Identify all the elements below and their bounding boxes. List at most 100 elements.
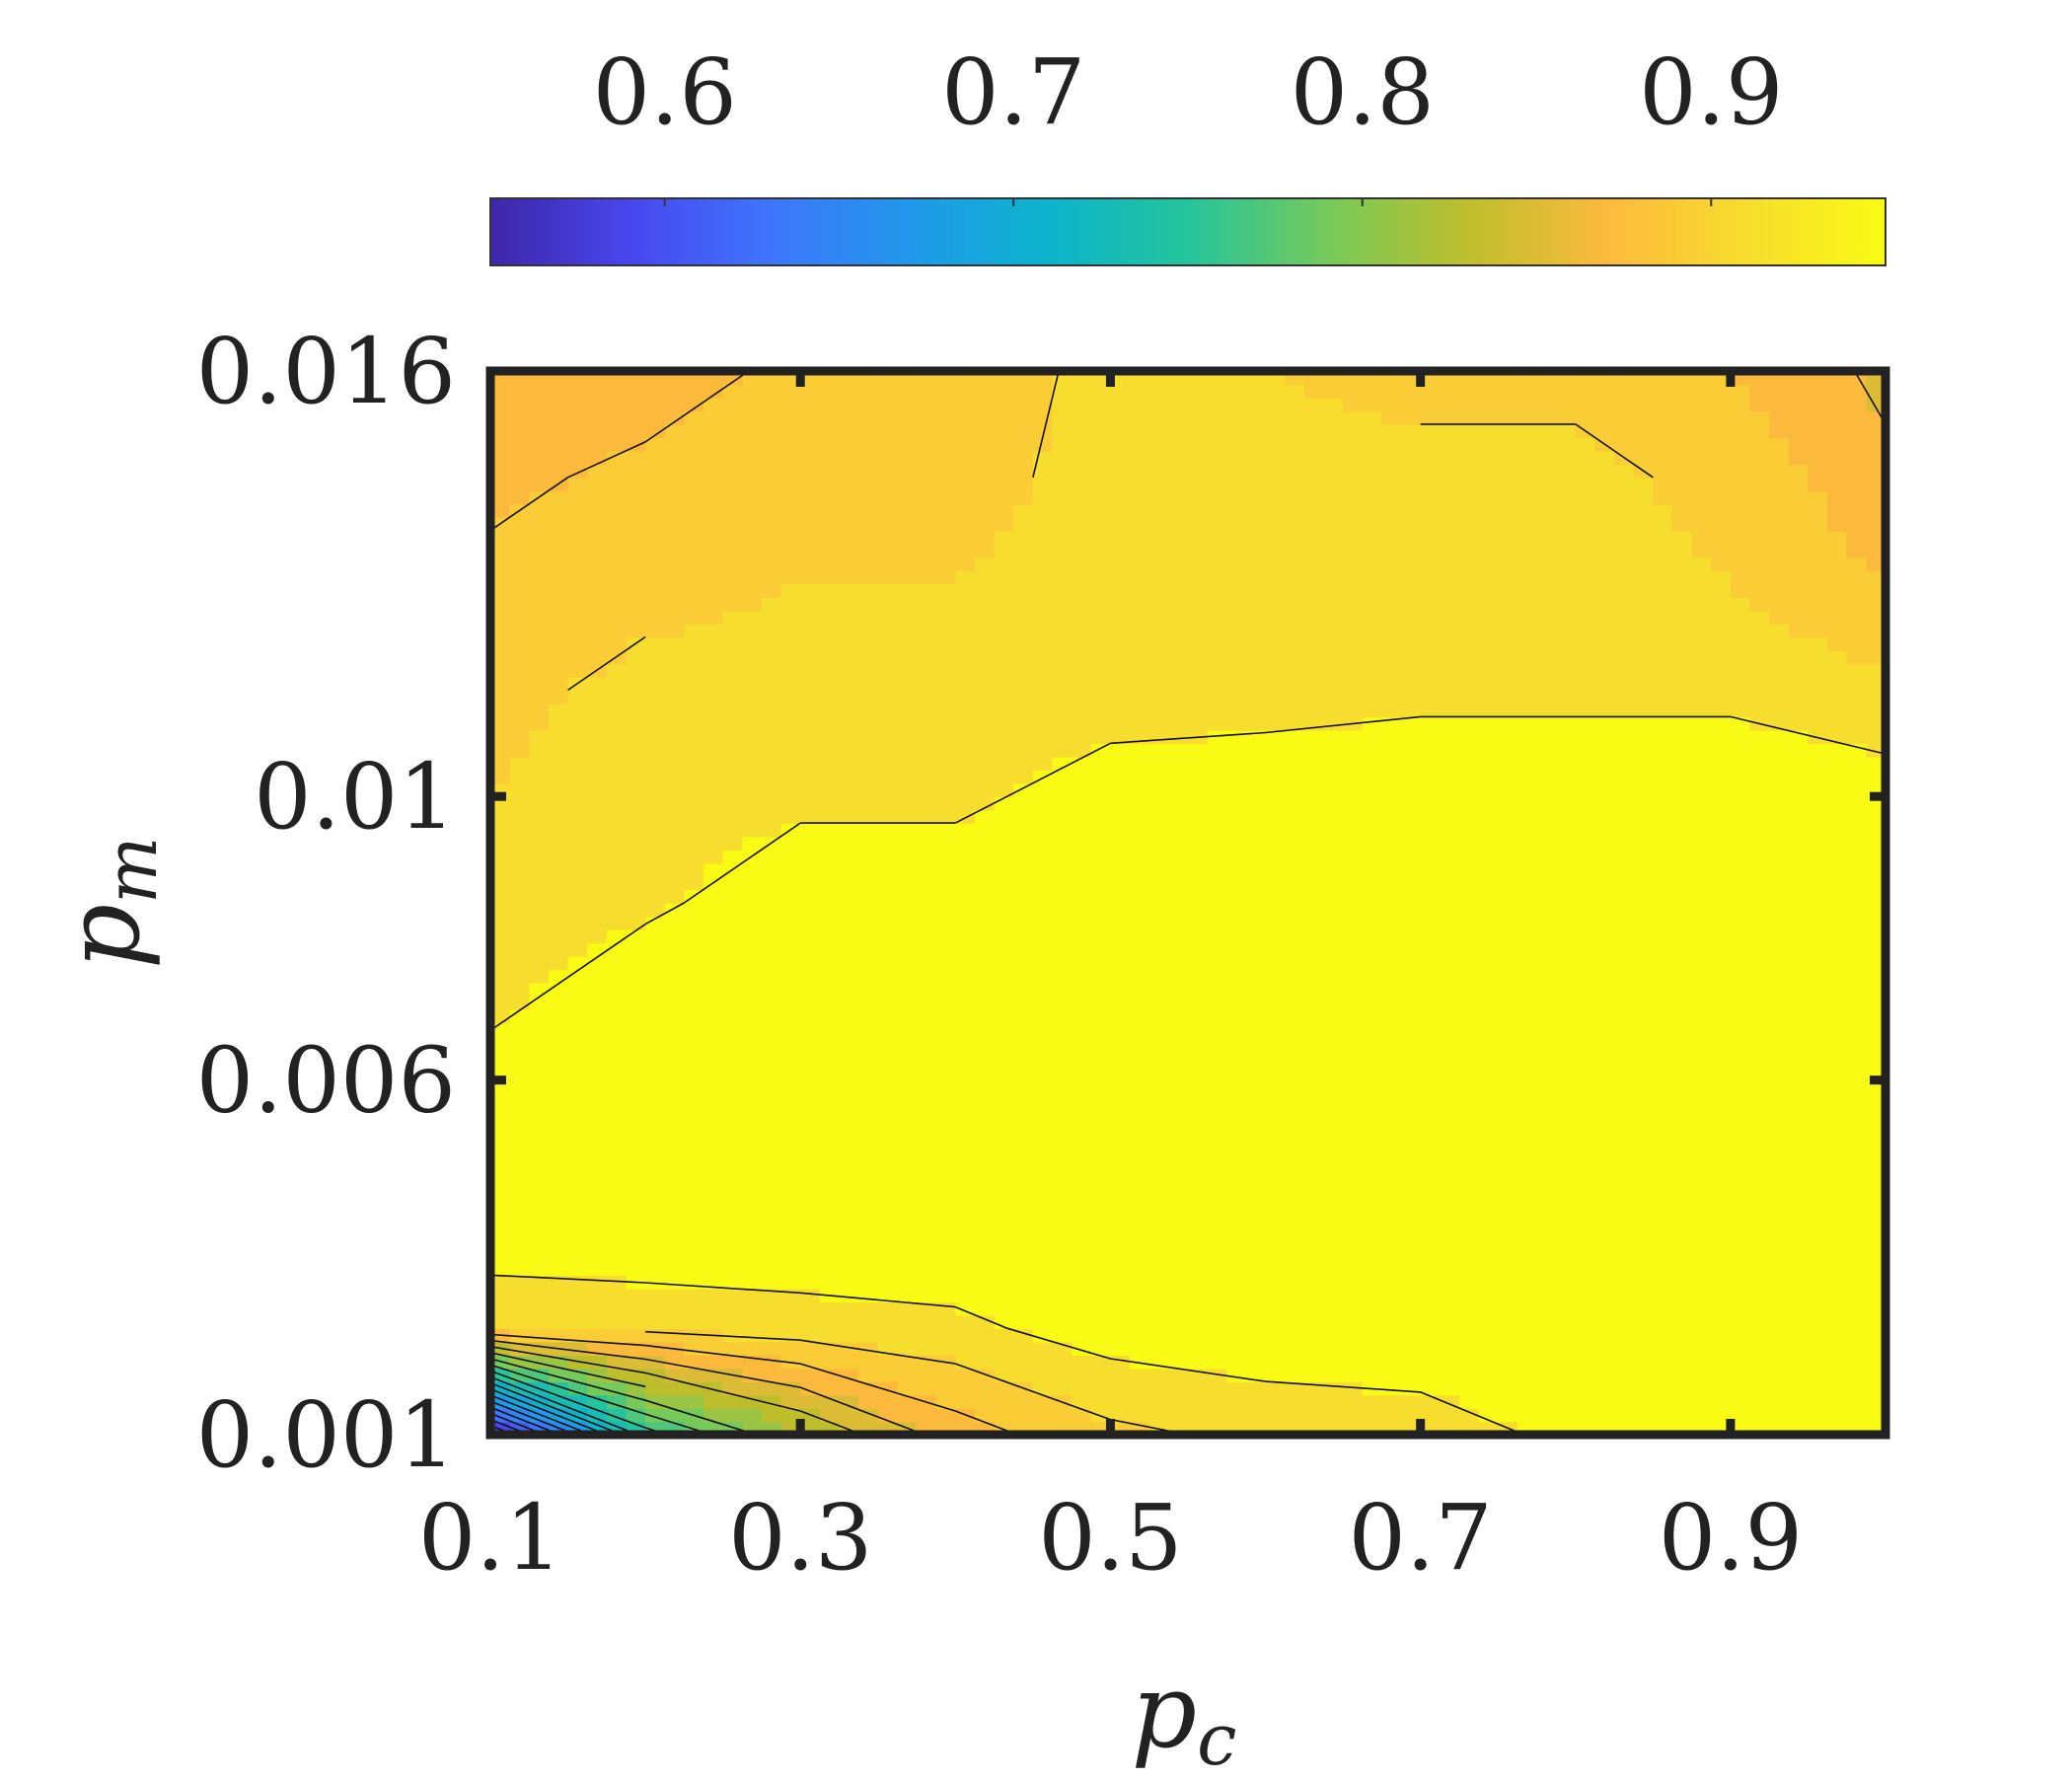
contour-cell — [762, 1209, 781, 1223]
contour-cell — [1363, 1301, 1382, 1315]
contour-cell — [1479, 1355, 1499, 1369]
contour-cell — [1323, 650, 1343, 664]
contour-cell — [587, 810, 607, 824]
contour-cell — [1188, 796, 1208, 810]
contour-cell — [820, 1089, 840, 1103]
contour-cell — [955, 384, 975, 398]
contour-cell — [568, 1089, 588, 1103]
contour-cell — [1576, 1155, 1595, 1169]
contour-cell — [878, 942, 898, 956]
contour-cell — [1110, 903, 1130, 917]
contour-cell — [1634, 1355, 1654, 1369]
contour-cell — [1498, 903, 1517, 917]
contour-cell — [1537, 810, 1557, 824]
contour-cell — [1091, 770, 1111, 783]
contour-cell — [1188, 850, 1208, 863]
contour-cell — [587, 1275, 607, 1289]
contour-cell — [1401, 929, 1421, 943]
contour-cell — [723, 929, 743, 943]
contour-cell — [1614, 1209, 1634, 1223]
contour-cell — [529, 517, 549, 531]
contour-cell — [665, 1143, 685, 1156]
contour-cell — [820, 1209, 840, 1223]
contour-cell — [1692, 1342, 1712, 1356]
contour-cell — [1168, 584, 1188, 598]
contour-cell — [1246, 1143, 1266, 1156]
contour-cell — [587, 983, 607, 997]
contour-cell — [1594, 1248, 1614, 1262]
contour-cell — [1479, 837, 1499, 851]
contour-cell — [742, 1075, 762, 1089]
contour-cell — [917, 1408, 936, 1422]
contour-cell — [1614, 531, 1634, 545]
contour-cell — [840, 942, 859, 956]
contour-cell — [1381, 1248, 1401, 1262]
contour-cell — [1556, 1063, 1576, 1076]
contour-cell — [1285, 863, 1304, 877]
contour-cell — [1053, 398, 1073, 411]
contour-cell — [1672, 1262, 1692, 1276]
contour-cell — [1343, 1355, 1363, 1369]
contour-cell — [1363, 663, 1382, 677]
contour-cell — [1053, 504, 1073, 518]
contour-cell — [1033, 757, 1053, 771]
contour-cell — [1498, 1009, 1517, 1023]
contour-cell — [1072, 1195, 1091, 1209]
contour-cell — [1304, 1369, 1324, 1382]
contour-cell — [1381, 424, 1401, 438]
contour-cell — [587, 716, 607, 730]
contour-cell — [723, 1063, 743, 1076]
contour-cell — [1401, 1248, 1421, 1262]
contour-cell — [975, 757, 995, 771]
contour-cell — [1285, 637, 1304, 651]
contour-cell — [917, 1222, 936, 1235]
contour-cell — [607, 1209, 627, 1223]
contour-cell — [645, 1036, 665, 1050]
contour-cell — [840, 1075, 859, 1089]
contour-cell — [1381, 597, 1401, 611]
contour-cell — [840, 584, 859, 598]
contour-cell — [1149, 929, 1169, 943]
contour-cell — [665, 1116, 685, 1130]
contour-cell — [1226, 690, 1246, 704]
contour-cell — [587, 451, 607, 465]
contour-cell — [762, 996, 781, 1009]
contour-cell — [742, 1275, 762, 1289]
contour-cell — [1381, 531, 1401, 545]
contour-cell — [549, 770, 568, 783]
contour-cell — [840, 398, 859, 411]
contour-cell — [1479, 490, 1499, 504]
contour-cell — [1594, 1381, 1614, 1395]
contour-cell — [684, 1182, 703, 1196]
contour-cell — [1421, 810, 1441, 824]
contour-cell — [1381, 996, 1401, 1009]
contour-cell — [840, 437, 859, 451]
contour-cell — [762, 876, 781, 890]
contour-cell — [1110, 810, 1130, 824]
contour-cell — [1381, 584, 1401, 598]
contour-cell — [1013, 1301, 1033, 1315]
contour-cell — [975, 743, 995, 757]
contour-cell — [897, 929, 917, 943]
contour-cell — [587, 690, 607, 704]
contour-cell — [1479, 823, 1499, 837]
contour-cell — [1479, 757, 1499, 771]
contour-cell — [1672, 464, 1692, 478]
contour-cell — [781, 1275, 801, 1289]
contour-cell — [1692, 1408, 1712, 1422]
contour-cell — [607, 903, 627, 917]
contour-cell — [1459, 969, 1479, 983]
contour-cell — [1266, 783, 1286, 797]
contour-cell — [995, 1248, 1014, 1262]
contour-cell — [1323, 570, 1343, 584]
contour-cell — [1130, 384, 1149, 398]
contour-cell — [1226, 823, 1246, 837]
contour-cell — [1208, 398, 1227, 411]
contour-cell — [878, 890, 898, 904]
contour-cell — [995, 876, 1014, 890]
contour-cell — [781, 557, 801, 571]
contour-cell — [1517, 837, 1537, 851]
contour-cell — [1188, 637, 1208, 651]
contour-cell — [1614, 624, 1634, 637]
contour-cell — [1266, 1262, 1286, 1276]
